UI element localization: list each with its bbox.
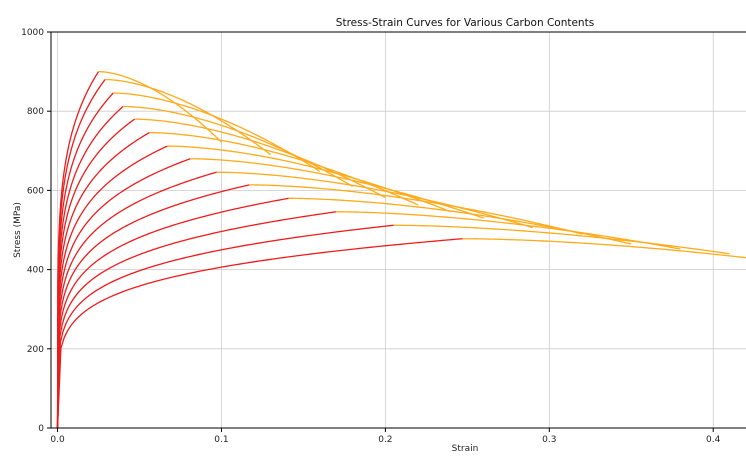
hardening-curve xyxy=(56,79,106,429)
hardening-curve xyxy=(56,197,289,429)
y-tick-label: 1000 xyxy=(21,28,44,38)
hardening-curve xyxy=(56,158,191,429)
necking-curve xyxy=(462,238,746,259)
hardening-curve xyxy=(56,118,135,429)
x-tick-label: 0.3 xyxy=(542,435,556,445)
necking-curve xyxy=(288,197,632,245)
y-tick-label: 200 xyxy=(27,345,44,355)
necking-curve xyxy=(134,118,386,199)
y-axis-label: Stress (MPa) xyxy=(13,202,23,258)
hardening-curve xyxy=(56,184,250,429)
axes-layer: 0.0 0.1 0.2 0.3 0.4 0 200 400 600 800 1000 xyxy=(21,28,746,445)
necking-curve xyxy=(216,171,534,229)
hardening-curve xyxy=(56,71,100,429)
hardening-curve xyxy=(56,105,124,429)
hardening-curve xyxy=(56,145,168,429)
grid-layer xyxy=(51,31,746,429)
x-axis-label: Strain xyxy=(452,444,479,454)
hardening-curve xyxy=(56,238,463,429)
hardening-curve xyxy=(56,132,150,429)
y-tick-label: 400 xyxy=(27,266,44,276)
hardening-curve xyxy=(56,92,114,429)
chart-title: Stress-Strain Curves for Various Carbon … xyxy=(336,17,594,29)
y-tick-label: 0 xyxy=(38,424,44,434)
necking-curve xyxy=(249,184,583,235)
necking-curve xyxy=(336,211,681,250)
x-tick-label: 0.1 xyxy=(214,435,228,445)
necking-curve xyxy=(98,70,222,143)
y-tick-label: 600 xyxy=(27,186,44,196)
necking-curve xyxy=(123,105,353,187)
y-tick-label: 800 xyxy=(27,107,44,117)
necking-curve xyxy=(105,78,272,156)
x-tick-label: 0.0 xyxy=(50,435,65,445)
curve-layer xyxy=(56,70,746,429)
necking-curve xyxy=(393,224,730,255)
hardening-curve xyxy=(56,224,394,429)
x-tick-label: 0.4 xyxy=(706,435,721,445)
hardening-curve xyxy=(56,211,337,429)
hardening-curve xyxy=(56,171,217,429)
x-tick-label: 0.2 xyxy=(378,435,392,445)
